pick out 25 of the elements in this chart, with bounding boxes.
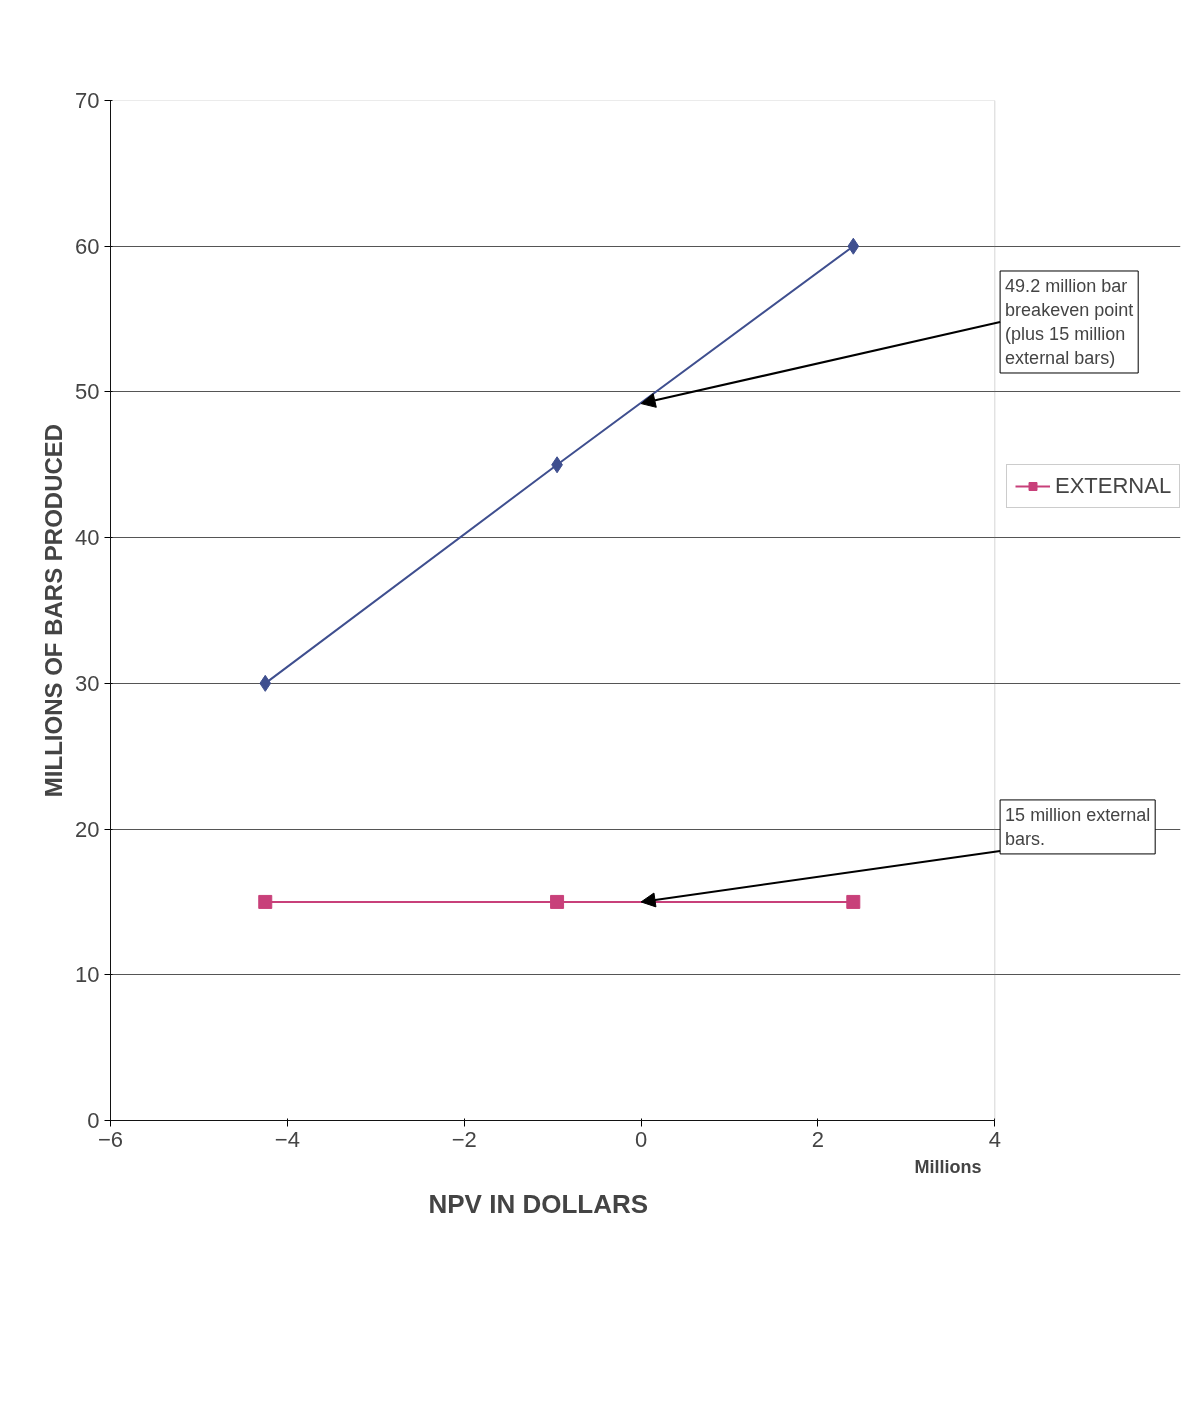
point <box>258 894 273 909</box>
x-tick-label: 2 <box>811 1126 825 1152</box>
point <box>847 237 860 255</box>
annotation: 15 million external bars. <box>1005 804 1151 849</box>
point <box>550 894 565 909</box>
y-tick-label: 50 <box>75 379 100 405</box>
annotation: 49.2 million bar breakeven point (plus 15 million external bars) <box>1005 275 1134 368</box>
point <box>259 674 272 692</box>
y-tick-label: 0 <box>87 1108 100 1133</box>
legend-label: EXTERNAL <box>1055 473 1172 499</box>
x-axis-title: NPV IN DOLLARS <box>428 1188 649 1219</box>
y-tick-label: 10 <box>75 962 100 988</box>
y-axis-title: MILLIONS OF BARS PRODUCED <box>40 423 68 798</box>
y-tick-label: 20 <box>75 816 100 842</box>
y-tick-label: 60 <box>75 233 100 259</box>
y-tick-label: 70 <box>75 88 100 113</box>
text: Millions <box>914 1156 982 1177</box>
x-tick-label: 0 <box>634 1126 648 1152</box>
x-tick-label: −2 <box>451 1126 477 1152</box>
x-tick-label: 4 <box>988 1126 1001 1152</box>
y-tick-label: 30 <box>75 670 100 696</box>
point <box>846 894 861 909</box>
y-tick-label: 40 <box>75 525 100 551</box>
x-tick-label: −4 <box>274 1126 300 1152</box>
x-tick-label: −6 <box>97 1126 124 1152</box>
